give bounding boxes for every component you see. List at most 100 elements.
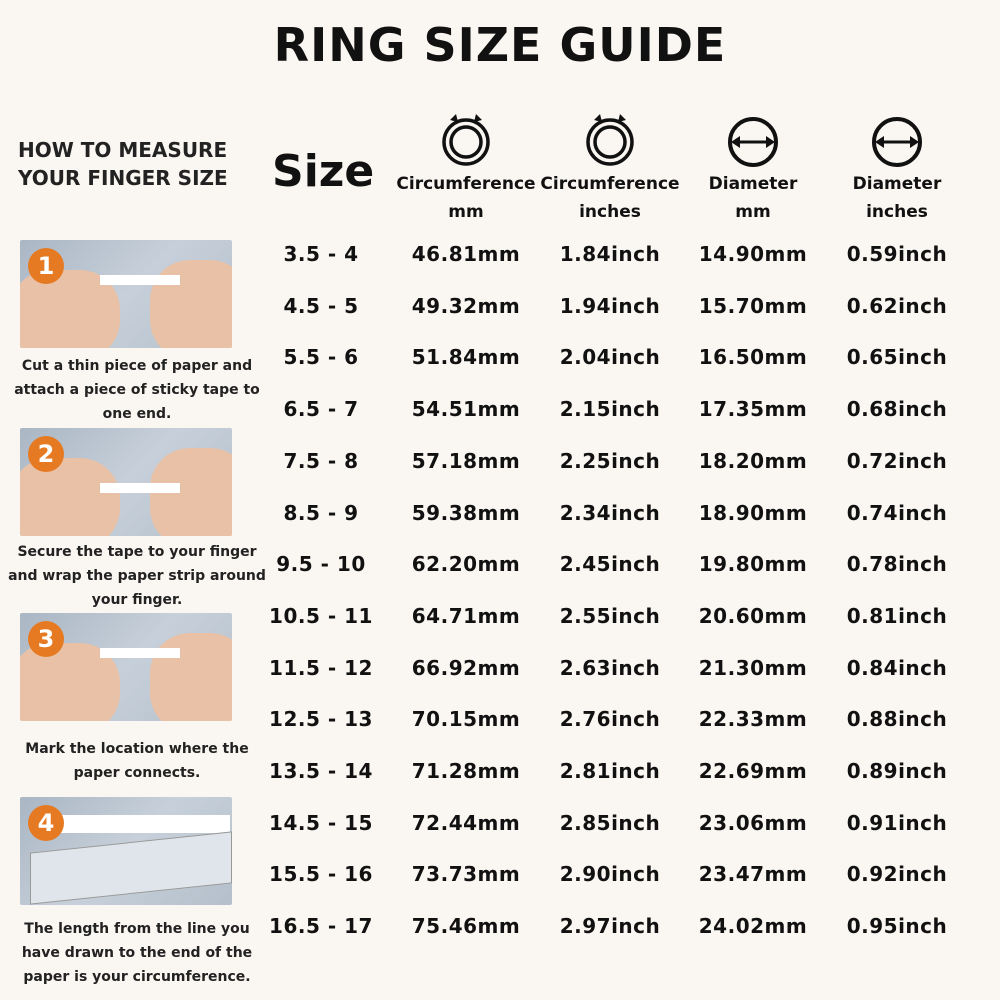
cell-size: 16.5 - 17	[269, 914, 373, 939]
cell-circumference-mm: 46.81mm	[411, 242, 521, 266]
cell-size: 8.5 - 9	[283, 500, 359, 525]
cell-size: 12.5 - 13	[269, 707, 373, 732]
table-row: 7.5 - 8 57.18mm 2.25inch 18.20mm 0.72inch	[0, 449, 1000, 479]
cell-circumference-mm: 73.73mm	[411, 862, 521, 887]
step-2-photo: 2	[20, 428, 232, 536]
cell-diameter-inches: 0.95inch	[846, 914, 948, 939]
table-row: 3.5 - 4 46.81mm 1.84inch 14.90mm 0.59inch	[0, 242, 1000, 272]
table-row: 15.5 - 16 73.73mm 2.90inch 23.47mm 0.92inch	[0, 862, 1000, 892]
column-header: Circumference mm	[391, 110, 541, 226]
cell-circumference-inches: 1.84inch	[559, 242, 661, 266]
cell-diameter-mm: 19.80mm	[698, 552, 808, 577]
cell-diameter-inches: 0.78inch	[846, 552, 948, 577]
size-column-header: Size	[272, 146, 375, 197]
step-number-badge: 4	[28, 805, 64, 841]
cell-diameter-inches: 0.68inch	[846, 397, 948, 422]
cell-diameter-mm: 22.33mm	[698, 707, 808, 732]
cell-diameter-inches: 0.89inch	[846, 759, 948, 783]
cell-circumference-mm: 66.92mm	[411, 655, 521, 680]
cell-diameter-mm: 21.30mm	[698, 655, 808, 680]
step-1-photo: 1	[20, 240, 232, 348]
circumference-icon	[535, 110, 685, 168]
cell-circumference-inches: 2.15inch	[559, 397, 661, 422]
cell-circumference-mm: 49.32mm	[411, 293, 521, 318]
diameter-icon	[822, 110, 972, 168]
page-title: RING SIZE GUIDE	[273, 18, 727, 72]
circumference-icon	[391, 110, 541, 168]
cell-size: 14.5 - 15	[269, 810, 373, 835]
cell-diameter-inches: 0.72inch	[846, 448, 948, 473]
cell-diameter-mm: 15.70mm	[698, 293, 808, 318]
cell-size: 4.5 - 5	[283, 293, 359, 318]
table-row: 8.5 - 9 59.38mm 2.34inch 18.90mm 0.74inch	[0, 501, 1000, 531]
cell-circumference-mm: 71.28mm	[411, 759, 521, 783]
column-header-unit: inches	[866, 202, 928, 222]
cell-circumference-inches: 2.45inch	[559, 552, 661, 577]
step-2-caption: Secure the tape to your finger and wrap …	[8, 544, 266, 608]
column-header-label: Circumference	[540, 174, 680, 194]
table-row: 11.5 - 12 66.92mm 2.63inch 21.30mm 0.84inch	[0, 656, 1000, 686]
cell-circumference-mm: 51.84mm	[411, 345, 521, 370]
cell-size: 5.5 - 6	[283, 345, 359, 370]
cell-size: 10.5 - 11	[269, 603, 373, 628]
step-3-caption: Mark the location where the paper connec…	[25, 741, 249, 781]
cell-circumference-mm: 54.51mm	[411, 397, 521, 422]
cell-diameter-mm: 16.50mm	[698, 345, 808, 370]
table-row: 14.5 - 15 72.44mm 2.85inch 23.06mm 0.91inch	[0, 811, 1000, 841]
cell-circumference-inches: 1.94inch	[559, 293, 661, 318]
cell-diameter-mm: 23.06mm	[698, 810, 808, 835]
cell-circumference-mm: 72.44mm	[411, 810, 521, 835]
cell-diameter-inches: 0.65inch	[846, 345, 948, 370]
cell-size: 15.5 - 16	[269, 862, 373, 887]
step-number-badge: 1	[28, 248, 64, 284]
cell-circumference-inches: 2.90inch	[559, 862, 661, 887]
cell-size: 3.5 - 4	[283, 242, 359, 266]
cell-circumference-inches: 2.81inch	[559, 759, 661, 783]
step-number-badge: 3	[28, 621, 64, 657]
cell-diameter-mm: 14.90mm	[698, 242, 808, 266]
cell-circumference-mm: 62.20mm	[411, 552, 521, 577]
diameter-icon	[678, 110, 828, 168]
cell-diameter-mm: 18.90mm	[698, 500, 808, 525]
cell-diameter-inches: 0.62inch	[846, 293, 948, 318]
column-header-label: Diameter	[708, 174, 798, 194]
cell-size: 13.5 - 14	[269, 759, 373, 783]
cell-diameter-inches: 0.81inch	[846, 603, 948, 628]
column-header-unit: inches	[579, 202, 641, 222]
cell-circumference-inches: 2.25inch	[559, 448, 661, 473]
cell-diameter-inches: 0.91inch	[846, 810, 948, 835]
cell-diameter-mm: 23.47mm	[698, 862, 808, 887]
column-header-label: Circumference	[396, 174, 536, 194]
instructions-heading: HOW TO MEASURE YOUR FINGER SIZE	[18, 136, 228, 192]
heading-line: YOUR FINGER SIZE	[18, 166, 228, 190]
step-4-photo: 4	[20, 797, 232, 905]
table-row: 16.5 - 17 75.46mm 2.97inch 24.02mm 0.95inch	[0, 914, 1000, 944]
column-header-unit: mm	[448, 202, 484, 222]
cell-diameter-mm: 20.60mm	[698, 603, 808, 628]
cell-size: 6.5 - 7	[283, 397, 359, 422]
cell-diameter-mm: 22.69mm	[698, 759, 808, 783]
cell-diameter-inches: 0.88inch	[846, 707, 948, 732]
cell-circumference-mm: 59.38mm	[411, 500, 521, 525]
cell-circumference-inches: 2.85inch	[559, 810, 661, 835]
step-4-caption: The length from the line you have drawn …	[21, 921, 253, 985]
column-header-label: Diameter	[852, 174, 942, 194]
cell-circumference-mm: 75.46mm	[411, 914, 521, 939]
table-row: 4.5 - 5 49.32mm 1.94inch 15.70mm 0.62inch	[0, 294, 1000, 324]
table-row: 12.5 - 13 70.15mm 2.76inch 22.33mm 0.88inch	[0, 707, 1000, 737]
cell-size: 9.5 - 10	[276, 552, 366, 577]
column-header: Circumference inches	[535, 110, 685, 226]
cell-circumference-inches: 2.55inch	[559, 603, 661, 628]
table-row: 13.5 - 14 71.28mm 2.81inch 22.69mm 0.89inch	[0, 759, 1000, 789]
cell-circumference-inches: 2.34inch	[559, 500, 661, 525]
column-header: Diameter inches	[822, 110, 972, 226]
table-row: 6.5 - 7 54.51mm 2.15inch 17.35mm 0.68inch	[0, 397, 1000, 427]
cell-diameter-mm: 24.02mm	[698, 914, 808, 939]
cell-diameter-mm: 17.35mm	[698, 397, 808, 422]
table-row: 5.5 - 6 51.84mm 2.04inch 16.50mm 0.65inch	[0, 345, 1000, 375]
cell-diameter-inches: 0.59inch	[846, 242, 948, 266]
cell-diameter-inches: 0.92inch	[846, 862, 948, 887]
cell-circumference-mm: 64.71mm	[411, 603, 521, 628]
cell-circumference-mm: 57.18mm	[411, 448, 521, 473]
table-row: 9.5 - 10 62.20mm 2.45inch 19.80mm 0.78inch	[0, 552, 1000, 582]
